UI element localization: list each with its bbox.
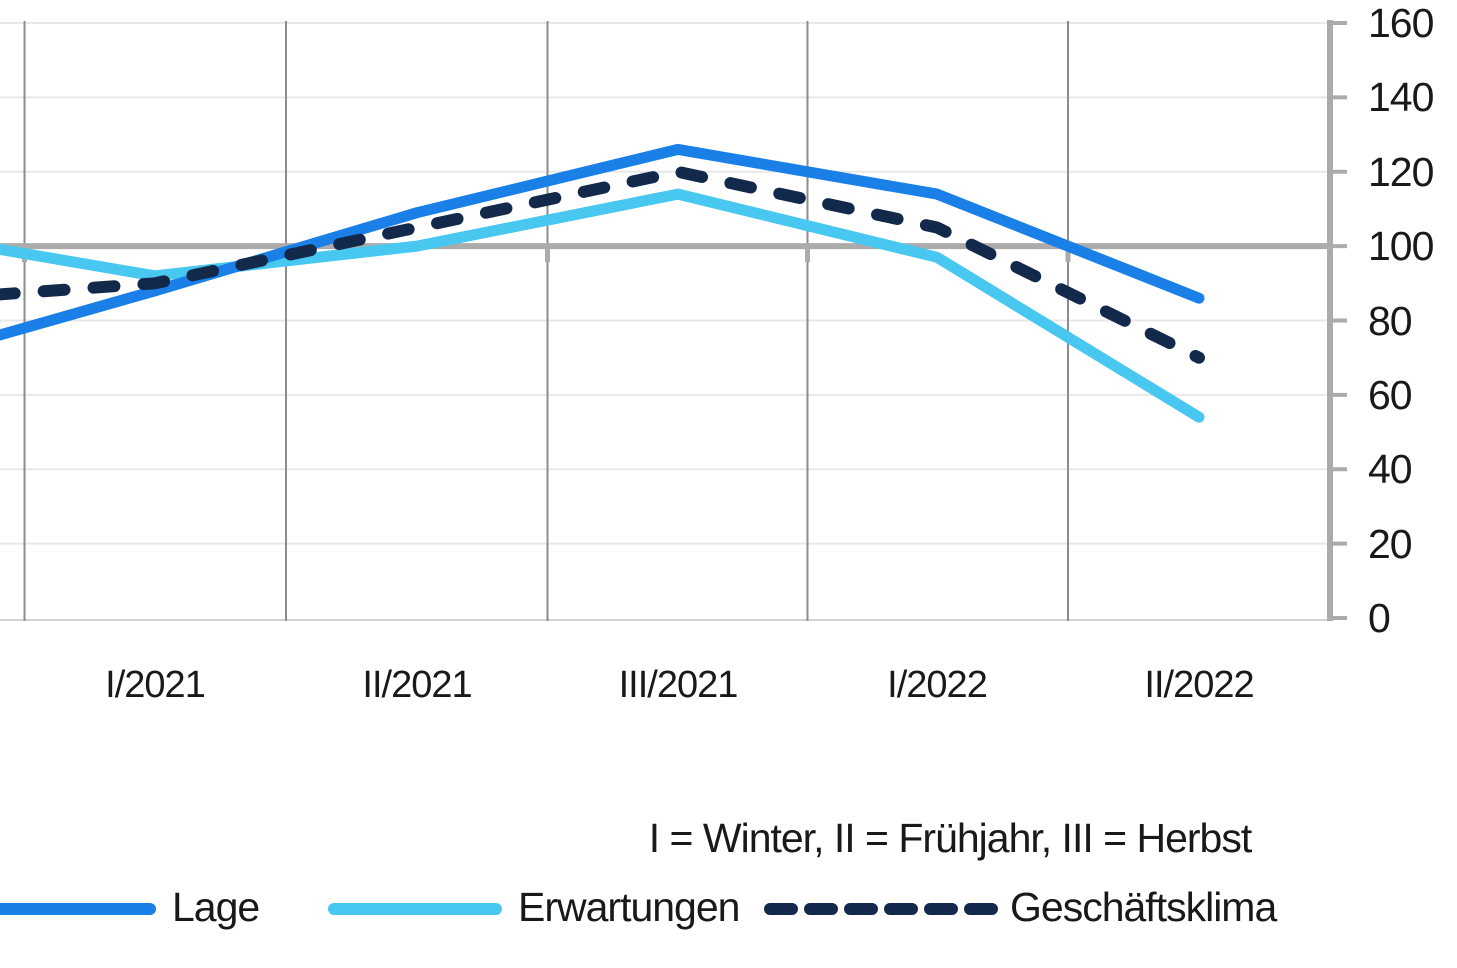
y-tick-label-80: 80 (1368, 297, 1413, 344)
legend-label-geschaeftsklima: Geschäftsklima (1010, 884, 1277, 930)
legend-swatch-erwartungen (328, 903, 502, 915)
legend-swatch-lage (0, 903, 156, 915)
series-line-erwartungen (0, 188, 1205, 423)
series-line-lage (0, 143, 1205, 341)
y-tick-label-160: 160 (1368, 0, 1434, 46)
y-tick-label-40: 40 (1368, 446, 1413, 493)
y-tick-label-140: 140 (1368, 74, 1434, 121)
x-category-label-1: I/2021 (105, 664, 206, 706)
y-tick-label-0: 0 (1368, 595, 1391, 641)
x-category-label-3: III/2021 (618, 664, 739, 706)
legend-swatch-geschaeftsklima (764, 903, 1008, 915)
y-tick-label-120: 120 (1368, 148, 1434, 195)
series-line-geschaeftsklima (0, 165, 1205, 364)
x-category-label-5: II/2022 (1144, 664, 1254, 706)
legend-label-erwartungen: Erwartungen (518, 884, 740, 930)
x-category-label-4: I/2022 (887, 664, 988, 706)
legend-label-lage: Lage (172, 884, 260, 930)
seasonal-note: I = Winter, II = Frühjahr, III = Herbst (648, 815, 1252, 861)
y-tick-label-60: 60 (1368, 371, 1413, 418)
y-tick-label-20: 20 (1368, 520, 1413, 567)
x-category-label-2: II/2021 (362, 664, 472, 706)
y-tick-label-100: 100 (1368, 223, 1434, 270)
